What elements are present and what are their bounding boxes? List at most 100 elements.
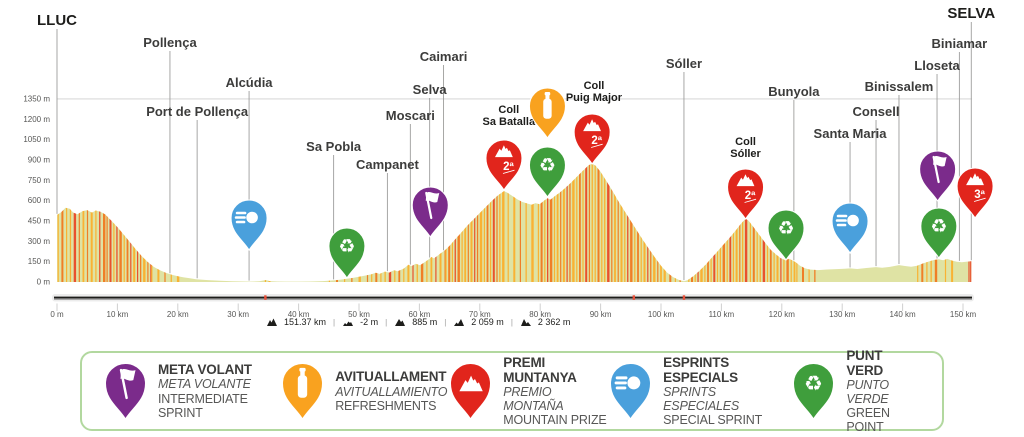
town-label-biniamar: Biniamar: [932, 36, 988, 51]
legend-mountain-icon: [450, 362, 492, 421]
legend-item-green-point: ♻ PUNT VERD PUNTO VERDE GREEN POINT: [790, 348, 922, 435]
town-label-port-de-pollença: Port de Pollença: [146, 104, 249, 119]
route-mark: [682, 295, 686, 300]
stage-stats: 151.37 km | -2 m | 885 m | 2 059 m | 2 362 m: [266, 317, 570, 327]
flag-icon: [104, 362, 147, 421]
x-axis-label: 10 km: [107, 310, 129, 319]
y-axis-label: 0 m: [37, 278, 51, 287]
marker-green-point-pin: ♻: [920, 207, 958, 259]
legend-comet-icon-shape: [610, 362, 652, 421]
marker-mountain-prize-pin: 2ª: [727, 168, 765, 220]
marker-special-sprint-pin-shape: [230, 199, 268, 251]
x-axis-label: 80 km: [529, 310, 551, 319]
legend-line: AVITUALLAMENT: [335, 369, 447, 385]
legend-text: META VOLANT META VOLANTE INTERMEDIATE SPRI…: [158, 362, 279, 420]
marker-mountain-prize-pin-shape: [573, 113, 611, 165]
marker-green-point-pin: ♻: [328, 227, 366, 279]
svg-text:♻: ♻: [778, 219, 795, 240]
legend-line: PUNT VERD: [846, 347, 884, 378]
marker-mountain-prize-pin-shape: [956, 167, 994, 219]
legend-box: META VOLANT META VOLANTE INTERMEDIATE SPRI…: [80, 348, 944, 434]
town-label-lluc: LLUC: [37, 12, 77, 29]
mountain-icon: [966, 173, 984, 186]
x-axis-label: 150 km: [950, 310, 977, 319]
town-label-sóller: Sóller: [666, 56, 702, 71]
stats-separator: |: [333, 317, 336, 327]
legend-item-mountain-prize: PREMI MUNTANYA PREMIO MONTAÑA MOUNTAIN PRI…: [447, 355, 607, 428]
town-label-alcúdia: Alcúdia: [226, 75, 274, 90]
marker-special-sprint-pin: [230, 199, 268, 251]
stat-value: 151.37 km: [284, 317, 327, 327]
flag-icon: [425, 191, 440, 220]
category-badge: 2ª: [745, 190, 756, 202]
x-axis-label: 120 km: [769, 310, 796, 319]
comet-icon: [234, 211, 258, 224]
recycle-icon: ♻: [804, 373, 823, 396]
comet-icon: [610, 362, 652, 421]
y-axis-label: 900 m: [28, 155, 51, 164]
comet-icon: [835, 214, 859, 227]
mountain-icon: [450, 362, 492, 421]
stats-separator: |: [444, 317, 447, 327]
town-label-sa-pobla: Sa Pobla: [306, 139, 362, 154]
marker-mountain-prize-pin: 3ª: [956, 167, 994, 219]
distance-axis-line: [54, 296, 972, 299]
x-axis-label: 140 km: [889, 310, 916, 319]
svg-text:♻: ♻: [930, 217, 947, 238]
y-axis-label: 600 m: [28, 196, 51, 205]
svg-text:Coll: Coll: [735, 136, 756, 148]
x-axis-label: 0 m: [50, 310, 64, 319]
y-axis-label: 450 m: [28, 216, 51, 225]
elevation-loss-icon: [520, 318, 531, 326]
recycle-icon: ♻: [930, 217, 947, 238]
stat-value: 2 362 m: [537, 317, 571, 327]
stat-value: 2 059 m: [471, 317, 504, 327]
mountain-icon: [459, 375, 484, 392]
legend-line: AVITUALLAMIENTO: [335, 384, 448, 399]
mountain-icon: [736, 174, 755, 187]
max-altitude-icon: [395, 318, 406, 326]
legend-text: PREMI MUNTANYA PREMIO MONTAÑA MOUNTAIN PRI…: [503, 355, 607, 428]
legend-text: AVITUALLAMENT AVITUALLAMIENTO REFRESHMENTS: [335, 369, 447, 413]
bottle-icon: [282, 362, 324, 421]
marker-green-point-pin-shape: [767, 209, 805, 261]
x-axis-label: 50 km: [348, 310, 370, 319]
x-axis-label: 40 km: [288, 310, 310, 319]
marker-mountain-prize-pin: 2ª: [573, 113, 611, 165]
town-label-lloseta: Lloseta: [914, 58, 960, 73]
legend-line: INTERMEDIATE SPRINT: [158, 391, 248, 420]
marker-green-point-pin: ♻: [528, 146, 566, 198]
legend-item-refreshments: AVITUALLAMENT AVITUALLAMIENTO REFRESHMENTS: [279, 360, 447, 422]
distance-axis-shadow: [54, 299, 972, 300]
elevation-gain-icon: [454, 318, 465, 326]
town-label-consell: Consell: [853, 104, 900, 119]
route-distance-icon: [267, 318, 277, 326]
flag-icon: [932, 155, 947, 184]
svg-text:♻: ♻: [804, 373, 823, 396]
legend-line: GREEN POINT: [846, 406, 890, 435]
marker-intermediate-sprint-pin: [411, 186, 449, 238]
route-mark: [632, 295, 636, 300]
legend-text: ESPRINTS ESPECIALS SPRINTS ESPECIALES SPEC…: [663, 355, 790, 428]
legend-comet-icon: [610, 362, 652, 421]
town-label-binissalem: Binissalem: [865, 79, 934, 94]
legend-line: META VOLANTE: [158, 377, 251, 392]
svg-text:♻: ♻: [338, 237, 355, 258]
town-label-pollença: Pollença: [143, 35, 197, 50]
stats-separator: |: [510, 317, 513, 327]
comet-icon: [614, 376, 641, 390]
y-axis-label: 1050 m: [23, 135, 50, 144]
x-axis-label: 100 km: [648, 310, 675, 319]
legend-item-special-sprint: ESPRINTS ESPECIALS SPRINTS ESPECIALES SPEC…: [607, 355, 790, 428]
y-axis-label: 300 m: [28, 237, 51, 246]
town-label-bunyola: Bunyola: [768, 84, 820, 99]
legend-line: REFRESHMENTS: [335, 398, 437, 413]
category-badge: 3ª: [974, 189, 985, 201]
town-label-santa-maria: Santa Maria: [814, 126, 888, 141]
legend-line: ESPRINTS ESPECIALS: [663, 354, 738, 385]
legend-text: PUNT VERD PUNTO VERDE GREEN POINT: [846, 348, 922, 435]
svg-text:Sóller: Sóller: [730, 148, 761, 160]
